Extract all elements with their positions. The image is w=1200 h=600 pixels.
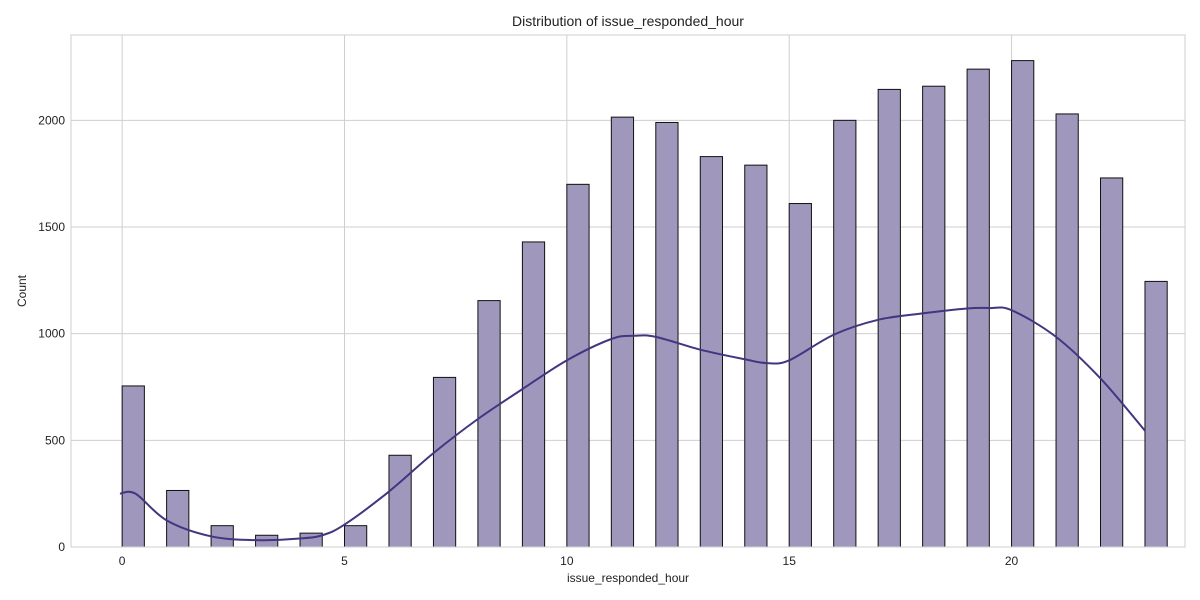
y-tick-label: 0 — [58, 540, 65, 554]
histogram-bar — [388, 454, 412, 548]
histogram-bar — [655, 121, 679, 548]
histogram-bar — [1144, 280, 1168, 548]
chart-title: Distribution of issue_responded_hour — [512, 13, 744, 29]
kde-curve — [119, 306, 1146, 542]
histogram-bar — [343, 525, 368, 548]
x-tick-label: 5 — [341, 554, 348, 568]
x-tick-label: 0 — [119, 554, 126, 568]
y-tick-labels: 0 500 1000 1500 2000 — [38, 113, 65, 554]
y-tick-label: 500 — [45, 433, 65, 447]
x-tick-labels: 0 5 10 15 20 — [119, 554, 1019, 568]
plot-frame — [70, 34, 1186, 548]
histogram-bar — [610, 116, 635, 548]
histogram-bar — [566, 183, 590, 548]
y-tick-label: 1000 — [38, 327, 65, 341]
histogram-bar — [1011, 60, 1035, 548]
y-axis-label: Count — [15, 274, 29, 307]
histogram-bar — [744, 164, 768, 548]
histogram-bar — [477, 300, 501, 548]
y-tick-label: 2000 — [38, 113, 65, 127]
histogram-bar — [521, 241, 546, 548]
x-tick-label: 10 — [560, 554, 574, 568]
histogram-bar — [432, 376, 457, 548]
x-axis-label: issue_responded_hour — [567, 571, 689, 585]
histogram-bar — [788, 203, 812, 548]
y-tick-label: 1500 — [38, 220, 65, 234]
bars-layer — [121, 60, 1168, 548]
histogram-bar — [922, 85, 946, 548]
histogram-bar — [166, 489, 190, 548]
x-tick-label: 20 — [1005, 554, 1019, 568]
histogram-bar — [1100, 177, 1124, 548]
kde-layer — [119, 306, 1146, 542]
x-tick-label: 15 — [783, 554, 797, 568]
histogram-bar — [1055, 113, 1079, 548]
histogram-bar — [121, 385, 145, 548]
